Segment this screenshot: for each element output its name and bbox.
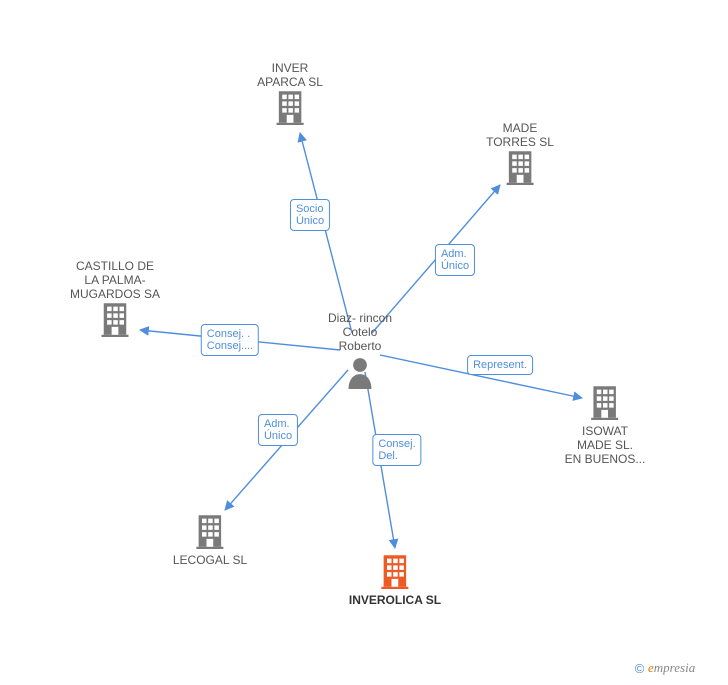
company-node-inver_aparca: INVER APARCA SL <box>257 61 323 129</box>
building-icon <box>272 89 308 125</box>
building-icon <box>97 301 133 337</box>
company-node-inverolica: INVEROLICA SL <box>349 553 441 607</box>
building-icon <box>377 553 413 589</box>
copyright-symbol: © <box>635 661 645 676</box>
company-label: INVEROLICA SL <box>349 593 441 607</box>
edge-label-inverolica: Consej. Del. <box>372 434 421 466</box>
logo-rest: mpresia <box>654 660 695 675</box>
company-label: INVER APARCA SL <box>257 61 323 89</box>
center-person-node: Diaz- rincon Cotelo Roberto <box>328 311 392 389</box>
diagram-canvas: Diaz- rincon Cotelo Roberto INVER APARCA… <box>0 0 728 685</box>
company-label: MADE TORRES SL <box>486 121 554 149</box>
company-label: CASTILLO DE LA PALMA- MUGARDOS SA <box>70 259 160 301</box>
person-icon <box>346 357 374 389</box>
edge-label-lecogal: Adm. Único <box>258 414 298 446</box>
company-label: LECOGAL SL <box>173 553 247 567</box>
edge-label-isowat: Represent. <box>467 355 533 375</box>
branding: © empresia <box>635 660 695 676</box>
edge-label-castillo: Consej. . Consej.... <box>201 324 259 356</box>
company-label: ISOWAT MADE SL. EN BUENOS... <box>565 424 646 466</box>
building-icon <box>587 384 623 420</box>
center-label: Diaz- rincon Cotelo Roberto <box>328 311 392 353</box>
company-node-castillo: CASTILLO DE LA PALMA- MUGARDOS SA <box>70 259 160 341</box>
edge-label-made_torres: Adm. Único <box>435 244 475 276</box>
building-icon <box>502 149 538 185</box>
company-node-isowat: ISOWAT MADE SL. EN BUENOS... <box>565 384 646 466</box>
company-node-lecogal: LECOGAL SL <box>173 513 247 567</box>
edge-inver_aparca <box>300 133 352 333</box>
building-icon <box>192 513 228 549</box>
company-node-made_torres: MADE TORRES SL <box>486 121 554 189</box>
edge-label-inver_aparca: Socio Único <box>290 199 330 231</box>
